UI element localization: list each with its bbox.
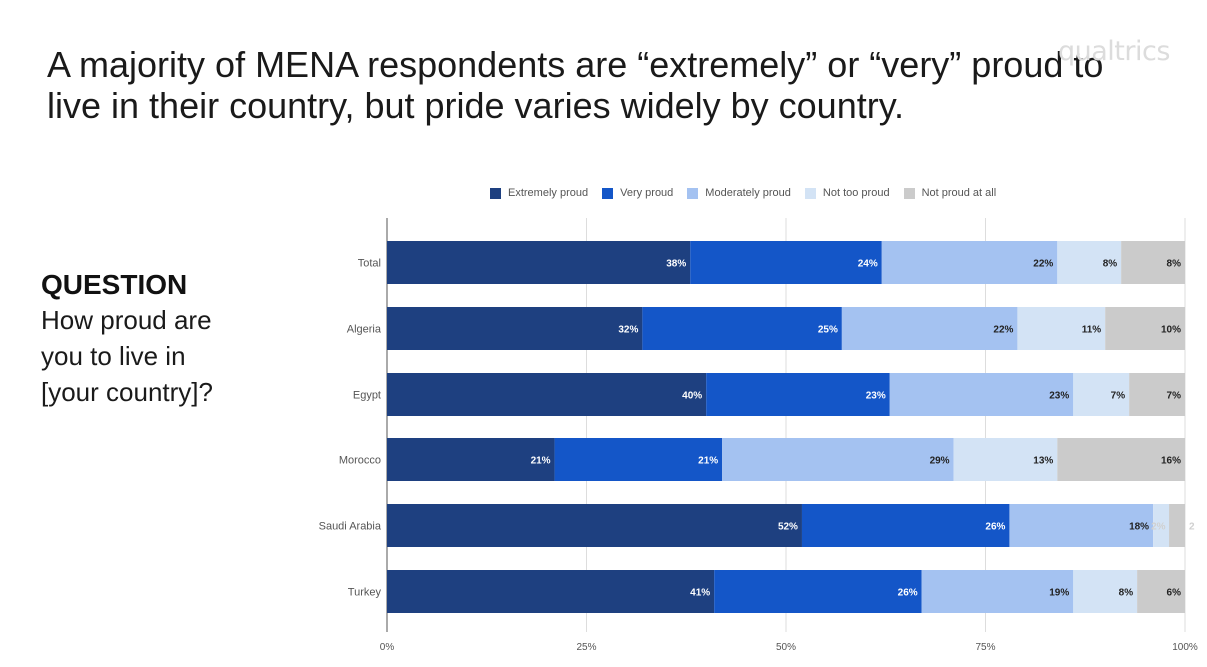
data-label: 25% [818,325,838,336]
data-label: 52% [778,522,798,533]
bar-segment [953,438,1058,481]
legend-swatch [490,187,501,199]
legend-item-extremely-proud: Extremely proud [490,187,588,199]
bar-segment [1121,241,1185,284]
data-label: 23% [866,391,886,402]
x-tick-label: 100% [1172,642,1198,653]
bar-segment [387,373,707,416]
bar-segment [554,438,723,481]
bar-segment [1129,373,1185,416]
bar-segment [1057,438,1185,481]
bar-segment [801,504,1010,547]
bar-segment [921,570,1074,613]
bar-segment [1009,504,1154,547]
bar-segment [881,241,1058,284]
data-label: 41% [690,588,710,599]
bar-segment [1153,504,1170,547]
category-label: Turkey [348,587,382,599]
legend-item-very-proud: Very proud [602,187,673,199]
data-label: 7% [1111,391,1126,402]
bar-segment [1073,373,1130,416]
data-label: 32% [618,325,638,336]
x-tick-label: 75% [975,642,995,653]
category-label: Egypt [353,390,381,402]
x-tick-label: 0% [380,642,395,653]
legend-item-not-proud-at-all: Not proud at all [903,187,997,199]
data-label: 40% [682,391,702,402]
data-label: 24% [858,259,878,270]
bar-segment [387,241,691,284]
legend-swatch [804,187,816,199]
x-tick-label: 50% [776,642,796,653]
question-text-line: [your country]? [41,377,213,407]
question-text-line: you to live in [41,341,186,371]
data-label: 16% [1161,456,1181,467]
question-text-line: How proud are [41,305,212,335]
data-label: 22% [993,325,1013,336]
x-tick-label: 25% [576,642,596,653]
data-label: 7% [1167,391,1182,402]
title-line: live in their country, but pride varies … [47,85,905,126]
bar-segment [387,570,715,613]
question-heading: QUESTION [41,269,188,300]
bar-segment [690,241,882,284]
bar-segment [1169,504,1185,547]
legend-label: Very proud [620,187,674,199]
bar-segment [1105,307,1185,350]
legend-label: Moderately proud [705,187,791,199]
bar-segment [1057,241,1122,284]
data-label: 8% [1103,259,1118,270]
bar-segment [387,307,643,350]
data-label: 8% [1119,588,1134,599]
data-label: 10% [1161,325,1181,336]
data-label: 29% [930,456,950,467]
data-label: 2% [1151,522,1166,533]
legend-swatch [687,187,699,199]
data-label: 22% [1033,259,1053,270]
data-label: 26% [898,588,918,599]
bar-segment [841,307,1018,350]
data-label: 13% [1033,456,1053,467]
data-label: 18% [1129,522,1149,533]
legend-swatch [602,187,614,199]
legend-swatch [903,187,915,199]
title-line: A majority of MENA respondents are “extr… [47,44,1104,85]
question-panel: QUESTION How proud are you to live in [y… [41,268,301,410]
legend-label: Not too proud [822,187,890,199]
bar-segment [714,570,922,613]
data-label: 2 [1189,522,1195,533]
data-label: 11% [1082,325,1102,336]
data-label: 19% [1049,588,1069,599]
category-label: Algeria [347,324,382,336]
bar-segment [1073,570,1138,613]
bar-segment [1017,307,1106,350]
slide-title: A majority of MENA respondents are “extr… [47,44,1167,126]
data-label: 6% [1167,588,1182,599]
legend-label: Not proud at all [921,187,997,199]
bar-segment [1137,570,1185,613]
data-label: 21% [698,456,718,467]
bar-segment [387,504,802,547]
bar-segment [642,307,842,350]
legend-item-moderately-proud: Moderately proud [687,187,791,199]
qualtrics-logo: qualtrics [1058,36,1170,67]
bar-segment [722,438,954,481]
bar-segment [889,373,1074,416]
bar-segment [706,373,890,416]
legend-item-not-too-proud: Not too proud [804,187,890,199]
legend-label: Extremely proud [508,187,589,199]
data-label: 26% [985,522,1005,533]
data-label: 38% [666,259,686,270]
chart-legend: Extremely proud Very proud Moderately pr… [490,187,996,199]
data-label: 8% [1167,259,1182,270]
bar-segment [387,438,555,481]
data-label: 23% [1049,391,1069,402]
category-label: Morocco [339,455,381,467]
category-label: Saudi Arabia [319,521,382,533]
category-label: Total [358,258,381,270]
data-label: 21% [531,456,551,467]
